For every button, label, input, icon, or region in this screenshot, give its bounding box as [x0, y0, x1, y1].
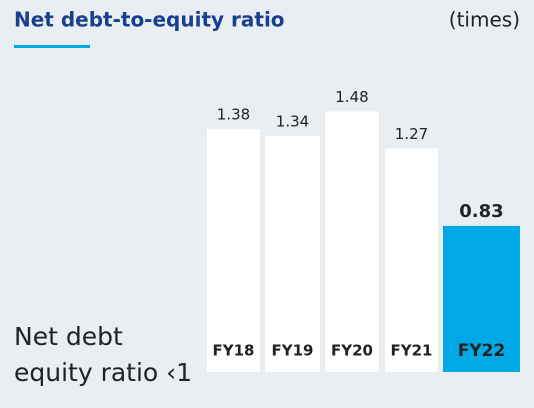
unit-label: (times) — [449, 8, 520, 32]
bar — [385, 148, 438, 372]
bar — [265, 136, 320, 372]
bar — [325, 111, 379, 373]
x-tick-label: FY22 — [458, 341, 506, 361]
value-label: 1.48 — [335, 88, 368, 106]
value-label: 1.27 — [395, 125, 428, 143]
title-underline — [14, 45, 90, 48]
value-label: 1.34 — [276, 113, 309, 131]
value-label: 1.38 — [217, 106, 250, 124]
annotation-line: equity ratio ‹1 — [14, 358, 192, 387]
x-tick-label: FY19 — [272, 342, 314, 360]
value-label: 0.83 — [459, 201, 503, 222]
x-tick-label: FY20 — [331, 342, 373, 360]
chart-title: Net debt-to-equity ratio — [14, 8, 285, 32]
annotation-line: Net debt — [14, 322, 123, 351]
x-tick-label: FY18 — [213, 342, 255, 360]
x-tick-label: FY21 — [391, 342, 433, 360]
bar — [443, 225, 520, 372]
bar — [207, 129, 260, 372]
